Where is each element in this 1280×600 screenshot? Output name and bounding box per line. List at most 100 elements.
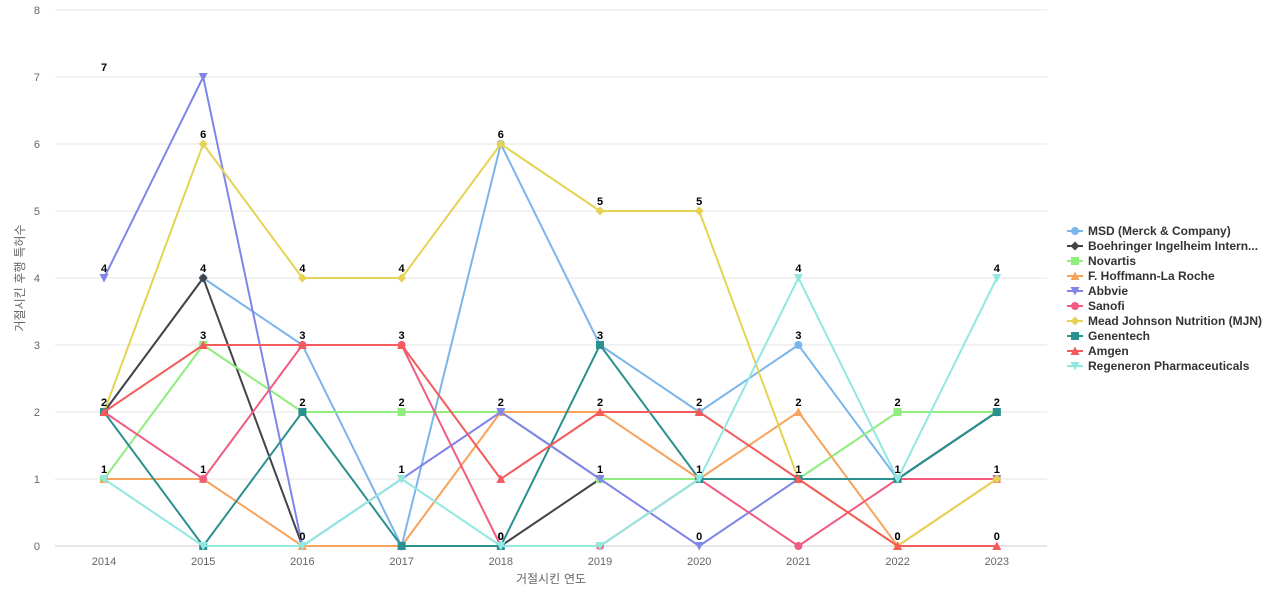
data-label: 0 (994, 531, 1000, 543)
data-point (397, 408, 406, 416)
legend-item[interactable]: Abbvie (1067, 284, 1128, 298)
legend-item[interactable]: Amgen (1067, 344, 1129, 358)
legend-label: Regeneron Pharmaceuticals (1088, 359, 1250, 373)
y-tick-label: 4 (34, 273, 40, 285)
data-point (794, 341, 803, 349)
y-tick-label: 3 (34, 340, 40, 352)
data-label: 3 (399, 330, 405, 342)
data-label: 2 (299, 397, 305, 409)
data-point (198, 542, 208, 551)
data-point (198, 73, 208, 82)
data-label: 0 (696, 531, 702, 543)
legend-item[interactable]: MSD (Merck & Company) (1067, 224, 1231, 238)
x-tick-label: 2021 (786, 556, 810, 568)
data-label: 6 (498, 129, 504, 141)
legend-item[interactable]: Novartis (1067, 254, 1136, 268)
data-point (992, 474, 1002, 484)
legend-marker (1070, 287, 1080, 296)
data-label: 5 (597, 196, 603, 208)
legend-item[interactable]: Genentech (1067, 329, 1150, 343)
legend-item[interactable]: Regeneron Pharmaceuticals (1067, 359, 1250, 373)
y-tick-label: 0 (34, 541, 40, 553)
legend-label: Genentech (1088, 329, 1150, 343)
legend-marker (1071, 332, 1079, 340)
series-line (103, 344, 997, 547)
data-point (596, 341, 604, 349)
data-point (397, 475, 407, 484)
legend-label: Abbvie (1088, 284, 1128, 298)
data-point (694, 407, 704, 416)
legend-item[interactable]: Mead Johnson Nutrition (MJN) (1067, 314, 1262, 328)
data-point (198, 139, 208, 149)
x-tick-label: 2018 (489, 556, 513, 568)
series-line (103, 277, 998, 547)
data-point (793, 274, 803, 283)
data-point (595, 475, 605, 484)
data-point (397, 340, 407, 349)
data-point (297, 273, 307, 283)
x-axis-ticks: 2014 2015 2016 2017 2018 2019 2020 2021 2022 2023 (92, 556, 1009, 568)
data-label: 2 (994, 397, 1000, 409)
legend-marker (1071, 227, 1079, 235)
data-label: 3 (795, 330, 801, 342)
data-label: 2 (696, 397, 702, 409)
data-label: 4 (399, 263, 406, 275)
data-label: 1 (101, 464, 107, 476)
series-8 (99, 340, 1002, 550)
data-point (595, 407, 605, 416)
data-point (297, 340, 307, 349)
y-tick-label: 5 (34, 206, 40, 218)
legend-label: Sanofi (1088, 299, 1125, 313)
y-axis-title: 거절시킨 후행 특허수 (12, 225, 27, 332)
legend-label: MSD (Merck & Company) (1088, 224, 1231, 238)
legend-marker (1070, 316, 1080, 326)
legend-label: Mead Johnson Nutrition (MJN) (1088, 314, 1262, 328)
data-label: 1 (895, 464, 901, 476)
legend-item[interactable]: F. Hoffmann-La Roche (1067, 269, 1215, 283)
legend-marker (1071, 302, 1079, 310)
data-point (893, 408, 902, 416)
data-point (199, 475, 208, 483)
data-label: 1 (696, 464, 702, 476)
y-tick-label: 1 (34, 474, 40, 486)
data-label: 0 (498, 531, 504, 543)
legend-marker (1070, 241, 1080, 251)
y-tick-label: 7 (34, 72, 40, 84)
legend-item[interactable]: Boehringer Ingelheim Intern... (1067, 239, 1258, 253)
y-tick-label: 2 (34, 407, 40, 419)
data-point (99, 407, 109, 416)
series-group (99, 73, 1002, 551)
data-point (793, 407, 803, 416)
data-label: 4 (200, 263, 207, 275)
data-point (694, 206, 704, 216)
series-9 (99, 274, 1002, 551)
data-label: 0 (895, 531, 901, 543)
x-tick-label: 2020 (687, 556, 711, 568)
legend-item[interactable]: Sanofi (1067, 299, 1125, 313)
x-tick-label: 2017 (389, 556, 413, 568)
data-point (893, 475, 903, 484)
data-point (198, 340, 208, 349)
data-label: 4 (299, 263, 306, 275)
legend-marker (1071, 257, 1079, 265)
data-label: 2 (101, 397, 107, 409)
legend: MSD (Merck & Company)Boehringer Ingelhei… (1067, 224, 1262, 373)
data-point (992, 541, 1002, 550)
data-label: 1 (597, 464, 603, 476)
x-tick-label: 2016 (290, 556, 314, 568)
legend-label: F. Hoffmann-La Roche (1088, 269, 1215, 283)
y-tick-label: 8 (34, 5, 40, 17)
data-label: 3 (597, 330, 603, 342)
series-line (103, 76, 997, 547)
data-label: 2 (795, 397, 801, 409)
legend-label: Novartis (1088, 254, 1136, 268)
x-tick-label: 2022 (885, 556, 909, 568)
data-point (297, 542, 307, 551)
data-label: 1 (399, 464, 405, 476)
data-label: 5 (696, 196, 702, 208)
legend-label: Amgen (1088, 344, 1129, 358)
data-point (496, 542, 506, 551)
data-label: 0 (299, 531, 305, 543)
data-point (793, 474, 803, 483)
